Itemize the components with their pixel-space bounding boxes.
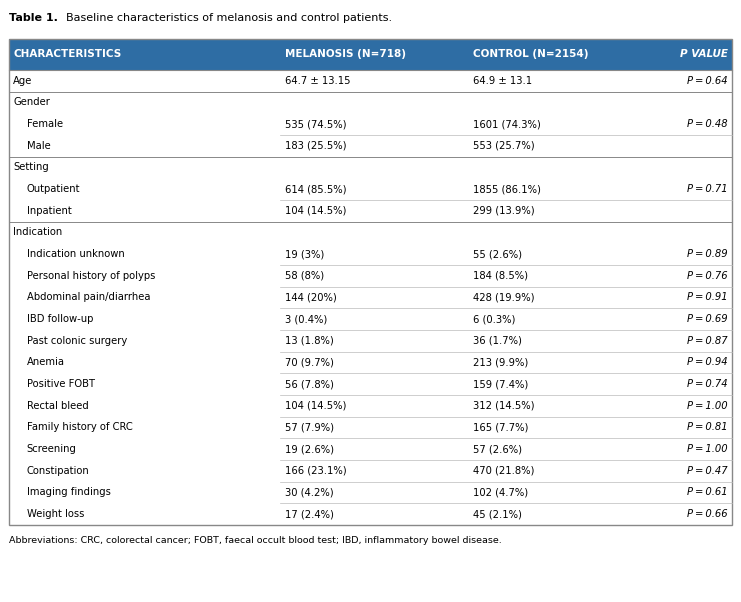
Text: Indication unknown: Indication unknown: [27, 249, 124, 259]
Text: 144 (20%): 144 (20%): [285, 293, 336, 302]
Text: 70 (9.7%): 70 (9.7%): [285, 358, 333, 367]
Text: 6 (0.3%): 6 (0.3%): [473, 314, 515, 324]
Text: 58 (8%): 58 (8%): [285, 271, 324, 281]
Bar: [9, 39, 732, 70]
Text: 102 (4.7%): 102 (4.7%): [473, 488, 528, 497]
Text: IBD follow-up: IBD follow-up: [27, 314, 93, 324]
Text: Past colonic surgery: Past colonic surgery: [27, 336, 127, 346]
Text: Abdominal pain/diarrhea: Abdominal pain/diarrhea: [27, 293, 150, 302]
Text: 299 (13.9%): 299 (13.9%): [473, 206, 534, 216]
Text: 30 (4.2%): 30 (4.2%): [285, 488, 333, 497]
Text: P VALUE: P VALUE: [679, 49, 728, 59]
Text: Gender: Gender: [13, 98, 50, 107]
Text: P = 1.00: P = 1.00: [687, 401, 728, 411]
Text: 428 (19.9%): 428 (19.9%): [473, 293, 534, 302]
Text: 57 (7.9%): 57 (7.9%): [285, 423, 333, 432]
Text: P = 0.48: P = 0.48: [687, 119, 728, 129]
Text: Inpatient: Inpatient: [27, 206, 71, 216]
Text: CONTROL (N=2154): CONTROL (N=2154): [473, 49, 588, 59]
Text: 470 (21.8%): 470 (21.8%): [473, 466, 534, 476]
Text: 312 (14.5%): 312 (14.5%): [473, 401, 534, 411]
Text: Abbreviations: CRC, colorectal cancer; FOBT, faecal occult blood test; IBD, infl: Abbreviations: CRC, colorectal cancer; F…: [9, 536, 502, 545]
Text: 64.9 ± 13.1: 64.9 ± 13.1: [473, 76, 532, 85]
Text: P = 0.66: P = 0.66: [687, 509, 728, 519]
Text: 55 (2.6%): 55 (2.6%): [473, 249, 522, 259]
Text: Male: Male: [27, 141, 50, 150]
Text: 13 (1.8%): 13 (1.8%): [285, 336, 333, 346]
Text: Rectal bleed: Rectal bleed: [27, 401, 88, 411]
Text: 3 (0.4%): 3 (0.4%): [285, 314, 327, 324]
Text: Age: Age: [13, 76, 33, 85]
Text: Table 1.: Table 1.: [9, 13, 58, 23]
Text: Constipation: Constipation: [27, 466, 90, 476]
Text: 45 (2.1%): 45 (2.1%): [473, 509, 522, 519]
Text: MELANOSIS (N=718): MELANOSIS (N=718): [285, 49, 405, 59]
Text: P = 0.91: P = 0.91: [687, 293, 728, 302]
Text: 614 (85.5%): 614 (85.5%): [285, 184, 346, 194]
Text: P = 0.76: P = 0.76: [687, 271, 728, 281]
Text: Baseline characteristics of melanosis and control patients.: Baseline characteristics of melanosis an…: [59, 13, 393, 23]
Text: 1855 (86.1%): 1855 (86.1%): [473, 184, 540, 194]
Text: 166 (23.1%): 166 (23.1%): [285, 466, 346, 476]
Text: P = 0.69: P = 0.69: [687, 314, 728, 324]
Text: Family history of CRC: Family history of CRC: [27, 423, 133, 432]
Text: Personal history of polyps: Personal history of polyps: [27, 271, 155, 281]
Text: P = 0.81: P = 0.81: [687, 423, 728, 432]
Text: P = 0.61: P = 0.61: [687, 488, 728, 497]
Text: 213 (9.9%): 213 (9.9%): [473, 358, 528, 367]
Text: P = 0.64: P = 0.64: [687, 76, 728, 85]
Text: P = 0.87: P = 0.87: [687, 336, 728, 346]
Text: 1601 (74.3%): 1601 (74.3%): [473, 119, 540, 129]
Text: Female: Female: [27, 119, 63, 129]
Text: 535 (74.5%): 535 (74.5%): [285, 119, 346, 129]
Text: P = 0.74: P = 0.74: [687, 379, 728, 389]
Text: P = 0.94: P = 0.94: [687, 358, 728, 367]
Text: 159 (7.4%): 159 (7.4%): [473, 379, 528, 389]
Text: 57 (2.6%): 57 (2.6%): [473, 444, 522, 454]
Text: P = 0.71: P = 0.71: [687, 184, 728, 194]
Text: 104 (14.5%): 104 (14.5%): [285, 206, 346, 216]
Text: Weight loss: Weight loss: [27, 509, 84, 519]
Text: Positive FOBT: Positive FOBT: [27, 379, 95, 389]
Text: 64.7 ± 13.15: 64.7 ± 13.15: [285, 76, 350, 85]
Text: CHARACTERISTICS: CHARACTERISTICS: [13, 49, 122, 59]
Text: 104 (14.5%): 104 (14.5%): [285, 401, 346, 411]
Bar: [9, 39, 732, 525]
Text: 165 (7.7%): 165 (7.7%): [473, 423, 528, 432]
Text: 553 (25.7%): 553 (25.7%): [473, 141, 534, 150]
Text: 56 (7.8%): 56 (7.8%): [285, 379, 333, 389]
Text: P = 1.00: P = 1.00: [687, 444, 728, 454]
Text: 19 (3%): 19 (3%): [285, 249, 324, 259]
Text: 184 (8.5%): 184 (8.5%): [473, 271, 528, 281]
Text: 19 (2.6%): 19 (2.6%): [285, 444, 333, 454]
Text: 183 (25.5%): 183 (25.5%): [285, 141, 346, 150]
Text: Setting: Setting: [13, 163, 49, 172]
Text: Imaging findings: Imaging findings: [27, 488, 110, 497]
Text: 17 (2.4%): 17 (2.4%): [285, 509, 333, 519]
Text: P = 0.47: P = 0.47: [687, 466, 728, 476]
Text: P = 0.89: P = 0.89: [687, 249, 728, 259]
Text: 36 (1.7%): 36 (1.7%): [473, 336, 522, 346]
Text: Anemia: Anemia: [27, 358, 64, 367]
Text: Screening: Screening: [27, 444, 76, 454]
Text: Indication: Indication: [13, 228, 62, 237]
Text: Outpatient: Outpatient: [27, 184, 80, 194]
